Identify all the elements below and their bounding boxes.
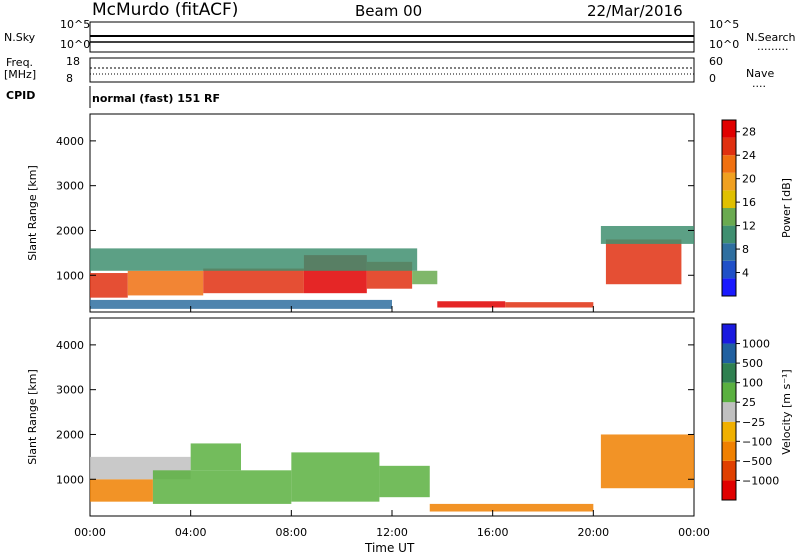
data-region-0 — [90, 479, 153, 502]
colorbar-tick-label: 100 — [742, 377, 763, 390]
freq-tick-top: 18 — [66, 55, 80, 68]
colorbar-swatch — [722, 324, 736, 344]
colorbar-frame — [721, 119, 737, 297]
y-axis-label: Slant Range [km] — [26, 369, 39, 465]
data-region-11 — [90, 299, 392, 309]
colorbar-swatch — [722, 441, 736, 461]
colorbar-tick-label: 1000 — [742, 338, 770, 351]
nave-tick-bottom: 0 — [709, 72, 716, 85]
nave-dots: .... — [752, 77, 766, 90]
colorbar-swatch — [722, 243, 736, 261]
colorbar-swatch — [722, 343, 736, 364]
velocity-panel: 1000 2000 3000 4000 00:00 04:00 08:00 12:00 16:0… — [26, 317, 793, 539]
colorbar-swatch — [722, 155, 736, 173]
data-region-0 — [90, 273, 128, 298]
colorbar-swatch — [722, 480, 736, 500]
freq-label-2: [MHz] — [4, 68, 37, 81]
colorbar-swatch — [722, 208, 736, 226]
data-region-5 — [412, 270, 438, 285]
data-region-2 — [203, 268, 304, 294]
colorbar-label: Power [dB] — [780, 178, 793, 238]
nsearch-tick-bottom: 10^0 — [709, 38, 739, 51]
x-tick-label: 08:00 — [275, 526, 307, 539]
colorbar-tick-label: 12 — [742, 220, 756, 233]
strip-lines — [90, 35, 694, 75]
x-axis-label: Time UT — [364, 541, 415, 554]
freq-label-1: Freq. — [6, 56, 34, 69]
nave-tick-top: 60 — [709, 55, 723, 68]
colorbar-tick-label: 500 — [742, 357, 763, 370]
data-region-4 — [379, 465, 430, 498]
data-region-2 — [152, 470, 292, 504]
colorbar-frame — [721, 323, 737, 501]
data-region-6 — [600, 434, 694, 489]
colorbar-swatch — [722, 190, 736, 208]
x-tick-label: 12:00 — [376, 526, 408, 539]
data-region-6 — [437, 301, 506, 308]
data-region-9 — [90, 248, 418, 271]
colorbar-swatch — [722, 225, 736, 244]
colorbar-swatch — [722, 421, 736, 442]
data-region-10 — [600, 225, 694, 244]
x-tick-label: 00:00 — [74, 526, 106, 539]
nsearch-label: N.Search — [746, 31, 796, 44]
y-tick-label: 4000 — [56, 339, 84, 352]
colorbar-tick-label: 28 — [742, 126, 756, 139]
colorbar-swatch — [722, 137, 736, 156]
colorbar-tick-label: −500 — [742, 455, 772, 468]
colorbar-tick-label: 8 — [742, 243, 749, 256]
colorbar-tick-label: 25 — [742, 396, 756, 409]
power-panel: 1000 2000 3000 4000 Slant Range [km] 4 8 12 16 20… — [26, 113, 793, 313]
colorbar-swatch — [722, 120, 736, 138]
date-title: 22/Mar/2016 — [587, 2, 683, 20]
x-tick-label: 04:00 — [175, 526, 207, 539]
colorbar-swatch — [722, 172, 736, 191]
data-region-1 — [127, 270, 204, 296]
station-title: McMurdo (fitACF) — [92, 0, 239, 20]
y-tick-label: 2000 — [56, 428, 84, 441]
colorbar-swatch — [722, 363, 736, 383]
x-tick-label: 16:00 — [477, 526, 509, 539]
beam-title: Beam 00 — [355, 2, 423, 20]
y-tick-label: 3000 — [56, 384, 84, 397]
freq-tick-bottom: 8 — [66, 72, 73, 85]
data-region-8 — [605, 239, 682, 285]
y-axis-label: Slant Range [km] — [26, 165, 39, 261]
nsky-tick-top: 10^5 — [60, 18, 90, 31]
y-tick-label: 1000 — [56, 269, 84, 282]
data-region-5 — [429, 503, 594, 512]
colorbar-swatch — [722, 402, 736, 422]
colorbar-swatch — [722, 460, 736, 481]
colorbar-tick-label: 24 — [742, 149, 756, 162]
nsky-label: N.Sky — [4, 31, 36, 44]
nsearch-dots: ......... — [757, 40, 788, 53]
data-region-7 — [190, 443, 241, 471]
data-region-3 — [291, 452, 380, 502]
colorbar-tick-label: 20 — [742, 173, 756, 186]
nsky-tick-bottom: 10^0 — [60, 38, 90, 51]
colorbar-tick-label: −100 — [742, 435, 772, 448]
colorbar-label: Velocity [m s⁻¹] — [780, 369, 793, 454]
nave-label: Nave — [746, 67, 775, 80]
x-tick-label: 00:00 — [678, 526, 710, 539]
y-tick-label: 3000 — [56, 180, 84, 193]
x-tick-label: 20:00 — [577, 526, 609, 539]
colorbar-swatch — [722, 260, 736, 279]
colorbar-swatch — [722, 278, 736, 296]
colorbar-tick-label: 16 — [742, 196, 756, 209]
colorbar-tick-label: −25 — [742, 416, 765, 429]
freq-strip — [89, 57, 695, 83]
cpid-label: CPID — [6, 89, 36, 102]
mode-text: normal (fast) 151 RF — [92, 92, 220, 105]
colorbar-tick-label: 4 — [742, 267, 749, 280]
y-tick-label: 1000 — [56, 473, 84, 486]
y-tick-label: 4000 — [56, 135, 84, 148]
nsearch-tick-top: 10^5 — [709, 18, 739, 31]
colorbar-tick-label: −1000 — [742, 474, 779, 487]
y-tick-label: 2000 — [56, 224, 84, 237]
colorbar-swatch — [722, 382, 736, 403]
data-region-7 — [505, 302, 594, 308]
